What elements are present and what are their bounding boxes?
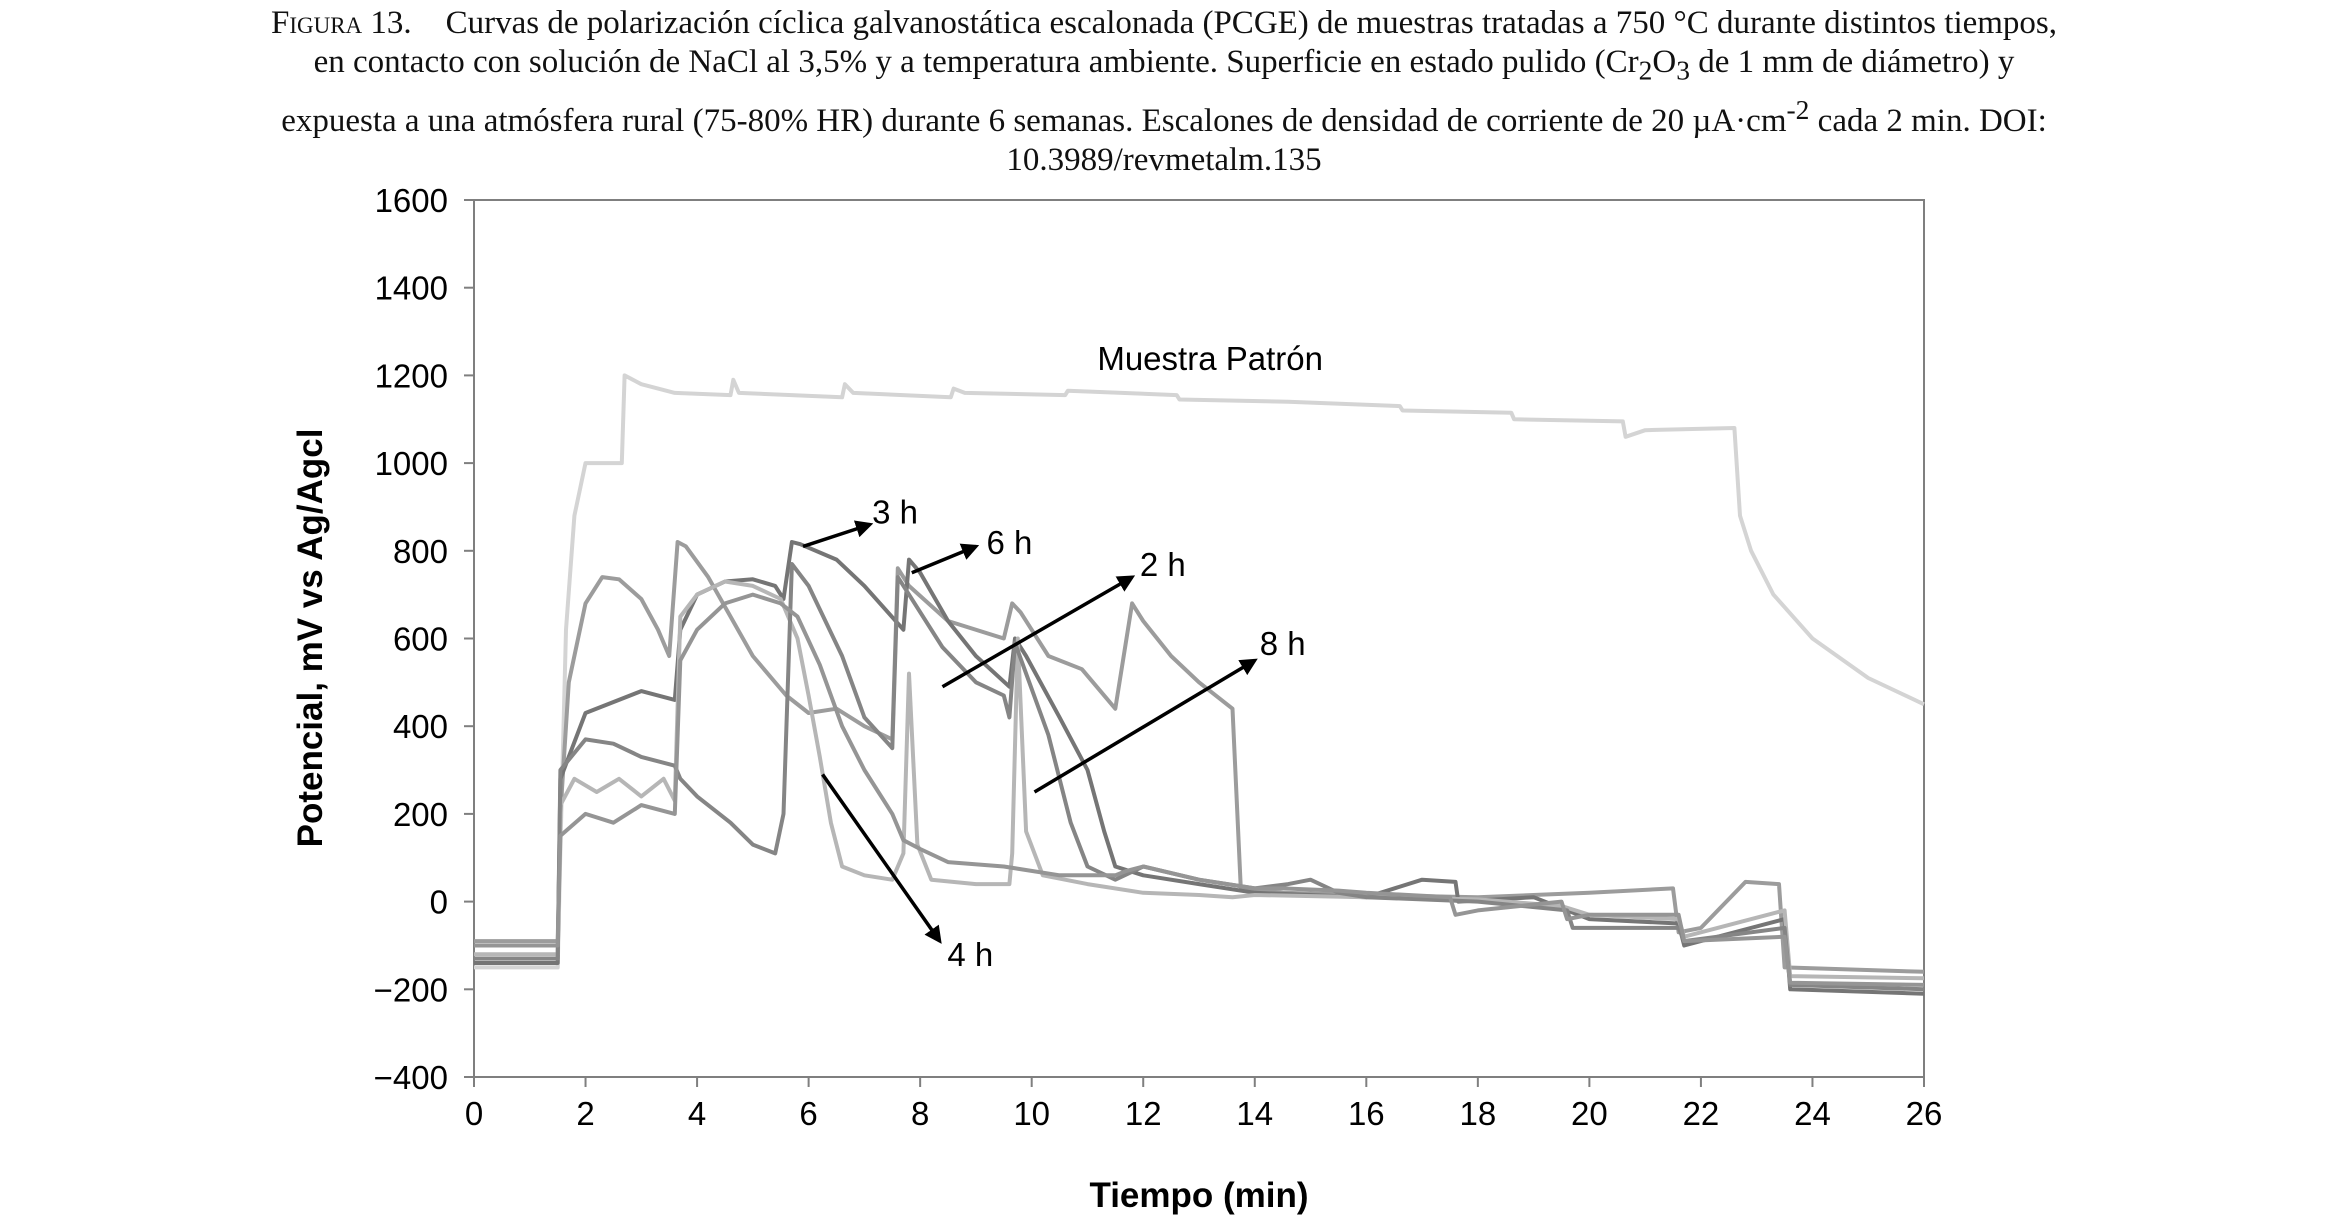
- y-tick-label: 1600: [375, 182, 448, 219]
- y-tick-label: 600: [393, 621, 448, 658]
- annotation-arrow: [802, 520, 874, 549]
- x-tick-label: 22: [1683, 1095, 1720, 1132]
- y-tick-label: 0: [430, 884, 448, 921]
- series-line-0: [474, 373, 1925, 970]
- annotation-arrow: [911, 543, 980, 575]
- x-axis-title: Tiempo (min): [1089, 1176, 1308, 1215]
- caption-text-1: Curvas de polarización cíclica galvanost…: [445, 5, 2058, 41]
- y-tick-label: 800: [393, 533, 448, 570]
- y-tick-label: 1400: [375, 270, 448, 307]
- x-tick-label: 18: [1459, 1095, 1496, 1132]
- series-line-4: [474, 562, 1925, 992]
- y-tick-label: 200: [393, 796, 448, 833]
- annotation-label: 4 h: [947, 936, 993, 973]
- y-tick-label: 400: [393, 708, 448, 745]
- series-line-1: [474, 540, 1925, 974]
- caption-line-3: expuesta a una atmósfera rural (75-80% H…: [281, 93, 2047, 139]
- x-tick-label: 26: [1906, 1095, 1943, 1132]
- caption-figure-number: Figura 13.: [270, 5, 412, 41]
- annotation-label: 2 h: [1140, 546, 1186, 583]
- series-label: Muestra Patrón: [1097, 340, 1323, 377]
- y-tick-label: −400: [374, 1059, 448, 1096]
- caption-line-2: en contacto con solución de NaCl al 3,5%…: [313, 44, 2015, 86]
- y-tick-label: 1200: [375, 357, 448, 394]
- x-tick-label: 14: [1236, 1095, 1273, 1132]
- caption-line-1: Figura 13. Curvas de polarización cíclica…: [0, 4, 2328, 43]
- annotation-layer: Muestra Patrón 3 h 6 h 2 h 8 h 4 h: [802, 340, 1323, 973]
- x-tick-label: 16: [1348, 1095, 1385, 1132]
- y-tick-label: −200: [374, 971, 448, 1008]
- x-tick-label: 4: [688, 1095, 706, 1132]
- annotation-label: 3 h: [872, 493, 918, 530]
- x-tick-label: 8: [911, 1095, 929, 1132]
- annotation-arrow: [941, 575, 1136, 689]
- series-line-2: [474, 540, 1925, 996]
- y-axis-title: Potencial, mV vs Ag/Agcl: [291, 429, 330, 848]
- annotation-label: 6 h: [986, 524, 1032, 561]
- axis-layer: 0 2 4 6 8 10 12 14 16 18 20 22 24 26−400−200020040060…: [374, 182, 1943, 1132]
- x-tick-label: 12: [1125, 1095, 1162, 1132]
- series-line-5: [474, 592, 1925, 987]
- figure-caption: Figura 13. Curvas de polarización cíclica…: [0, 4, 2328, 180]
- annotation-arrow: [1033, 658, 1258, 794]
- annotation-label: 8 h: [1260, 625, 1306, 662]
- annotation-arrow: [821, 773, 942, 944]
- y-tick-label: 1000: [375, 445, 448, 482]
- x-tick-label: 20: [1571, 1095, 1608, 1132]
- x-tick-label: 10: [1013, 1095, 1050, 1132]
- caption-line-4: 10.3989/revmetalm.135: [1006, 141, 1322, 178]
- x-tick-label: 24: [1794, 1095, 1831, 1132]
- x-tick-label: 2: [576, 1095, 594, 1132]
- series-layer: [474, 373, 1925, 996]
- x-tick-label: 6: [799, 1095, 817, 1132]
- x-tick-label: 0: [465, 1095, 483, 1132]
